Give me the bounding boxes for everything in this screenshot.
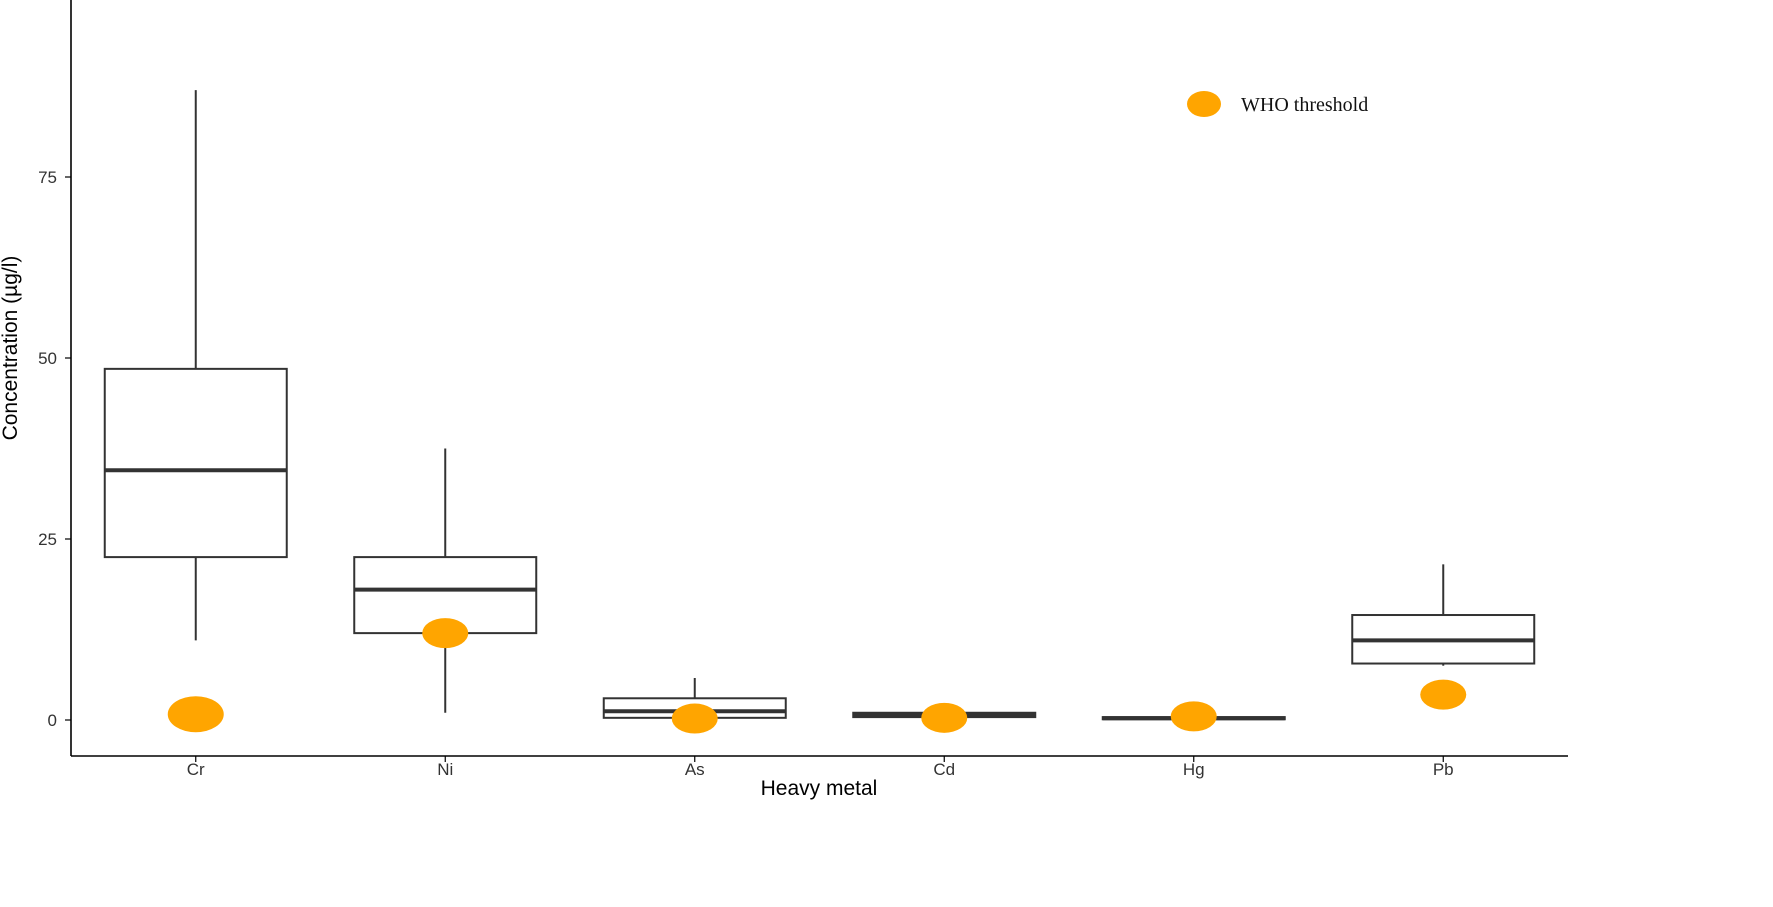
legend-threshold-marker (1187, 91, 1221, 117)
who-threshold-point-cd (921, 702, 968, 733)
box-cr (103, 90, 288, 641)
y-tick-label: 25 (38, 530, 57, 549)
boxes (103, 90, 1536, 721)
x-tick-label: Hg (1183, 760, 1205, 779)
box-iqr (103, 367, 288, 559)
x-tick-label: Ni (437, 760, 453, 779)
x-axis-title: Heavy metal (761, 777, 878, 800)
y-axis-title: Concentration (µg/l) (0, 256, 22, 441)
who-threshold-point-pb (1420, 679, 1467, 710)
axes: 0 25 50 75 Cr Ni As Cd Hg Pb (38, 0, 1568, 779)
legend: WHO threshold (1187, 91, 1368, 117)
y-tick-label: 75 (38, 168, 57, 187)
legend-threshold-label: WHO threshold (1241, 94, 1368, 116)
who-threshold-point-hg (1170, 701, 1217, 732)
x-tick-label: Cd (933, 760, 955, 779)
x-tick-label: Pb (1433, 760, 1454, 779)
y-tick-label: 0 (48, 711, 57, 730)
x-tick-label: Cr (187, 760, 205, 779)
who-threshold-point-cr (167, 696, 224, 733)
threshold-points (167, 618, 1467, 734)
who-threshold-point-ni (422, 618, 469, 649)
box-ni (353, 448, 538, 713)
x-tick-label: As (685, 760, 705, 779)
y-tick-label: 50 (38, 349, 57, 368)
who-threshold-point-as (671, 703, 718, 734)
box-pb (1351, 564, 1536, 666)
